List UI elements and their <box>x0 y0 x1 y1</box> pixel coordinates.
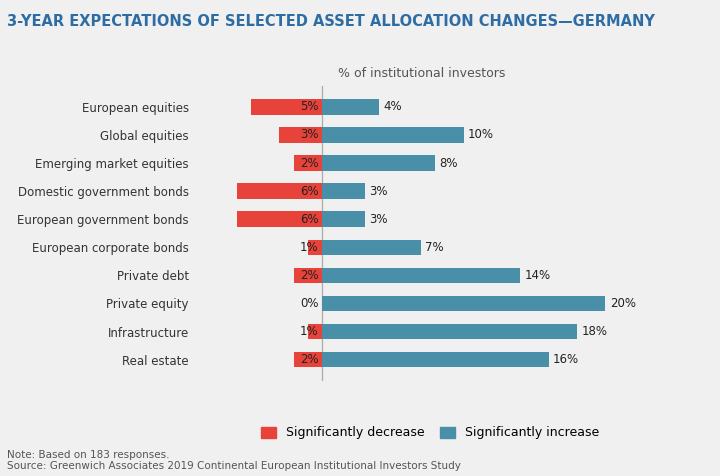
Text: 3%: 3% <box>300 129 318 141</box>
Text: 3%: 3% <box>369 185 387 198</box>
Text: 7%: 7% <box>426 241 444 254</box>
Bar <box>294 268 322 283</box>
Text: 2%: 2% <box>300 157 318 169</box>
Bar <box>322 268 521 283</box>
Text: 4%: 4% <box>383 100 402 113</box>
Bar <box>294 155 322 171</box>
Bar <box>322 127 464 143</box>
Text: 2%: 2% <box>300 353 318 366</box>
Text: 1%: 1% <box>300 241 318 254</box>
Text: 1%: 1% <box>300 325 318 338</box>
Text: 3-YEAR EXPECTATIONS OF SELECTED ASSET ALLOCATION CHANGES—GERMANY: 3-YEAR EXPECTATIONS OF SELECTED ASSET AL… <box>7 14 655 30</box>
Bar <box>322 155 436 171</box>
Text: 6%: 6% <box>300 185 318 198</box>
Text: 8%: 8% <box>440 157 458 169</box>
Bar <box>308 239 322 255</box>
Bar <box>322 99 379 115</box>
Text: 14%: 14% <box>525 269 551 282</box>
Text: 10%: 10% <box>468 129 494 141</box>
Bar <box>322 352 549 367</box>
Title: % of institutional investors: % of institutional investors <box>338 67 505 80</box>
Text: 5%: 5% <box>300 100 318 113</box>
Bar <box>279 127 322 143</box>
Bar <box>322 183 364 199</box>
Bar <box>322 239 421 255</box>
Text: 18%: 18% <box>581 325 608 338</box>
Bar <box>237 183 322 199</box>
Bar <box>322 211 364 227</box>
Text: 6%: 6% <box>300 213 318 226</box>
Bar <box>251 99 322 115</box>
Text: 0%: 0% <box>300 297 318 310</box>
Text: 3%: 3% <box>369 213 387 226</box>
Text: Note: Based on 183 responses.
Source: Greenwich Associates 2019 Continental Euro: Note: Based on 183 responses. Source: Gr… <box>7 450 461 471</box>
Bar <box>294 352 322 367</box>
Text: 16%: 16% <box>553 353 579 366</box>
Bar <box>237 211 322 227</box>
Text: 20%: 20% <box>610 297 636 310</box>
Bar <box>308 324 322 339</box>
Legend: Significantly decrease, Significantly increase: Significantly decrease, Significantly in… <box>261 426 599 439</box>
Bar <box>322 324 577 339</box>
Text: 2%: 2% <box>300 269 318 282</box>
Bar <box>322 296 606 311</box>
